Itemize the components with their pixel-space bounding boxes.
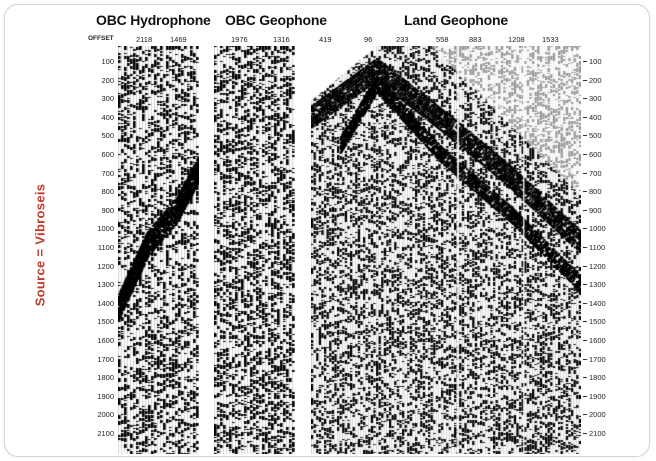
panel-title-obc-geophone: OBC Geophone [225, 12, 327, 28]
time-tick-label: 1400 [97, 298, 114, 308]
time-tick-mark [583, 79, 587, 81]
time-tick-mark [583, 377, 587, 379]
time-tick-label: 1500 [97, 317, 114, 327]
time-tick-mark [583, 358, 587, 360]
time-tick-label: 300 [589, 94, 602, 104]
time-tick-label: 1900 [97, 391, 114, 401]
offset-label: 96 [364, 35, 373, 44]
time-tick-label: 600 [101, 150, 114, 159]
time-tick-label: 1000 [589, 224, 606, 234]
time-tick-mark [583, 433, 587, 434]
time-tick-label: 1800 [589, 373, 606, 383]
time-tick-mark [583, 340, 587, 341]
time-tick-label: 800 [101, 187, 114, 197]
time-tick-label: 700 [589, 168, 602, 178]
time-tick-label: 200 [589, 75, 602, 85]
time-tick-label: 900 [101, 205, 114, 215]
time-tick-mark [583, 116, 587, 118]
time-tick-label: 600 [589, 150, 602, 159]
time-tick-label: 1300 [589, 280, 606, 290]
time-tick-mark [583, 228, 587, 230]
offset-label: 1316 [273, 35, 290, 44]
offset-label: 419 [319, 35, 332, 44]
time-tick-label: 1900 [589, 391, 606, 401]
time-tick-label: 800 [589, 187, 602, 197]
time-tick-label: 700 [101, 168, 114, 178]
time-tick-label: 900 [589, 205, 602, 215]
offset-axis-label: OFFSET [88, 35, 114, 42]
time-tick-label: 2100 [97, 429, 114, 438]
time-tick-mark [583, 61, 587, 62]
time-tick-mark [583, 191, 587, 193]
offset-label: 1208 [508, 35, 525, 44]
time-tick-label: 200 [101, 75, 114, 85]
time-tick-label: 100 [101, 57, 114, 66]
seismic-traces-obc-hydrophone [118, 46, 199, 454]
time-tick-mark [583, 135, 587, 137]
offset-label: 1533 [542, 35, 559, 44]
time-tick-label: 2000 [97, 410, 114, 420]
time-tick-label: 1300 [97, 280, 114, 290]
offset-label: 1976 [231, 35, 248, 44]
seismic-panel-obc-geophone [214, 46, 295, 454]
time-tick-label: 1700 [589, 354, 606, 364]
time-tick-label: 1500 [589, 317, 606, 327]
time-tick-label: 1600 [589, 336, 606, 345]
time-tick-label: 400 [101, 112, 114, 122]
time-tick-mark [583, 172, 587, 174]
source-label: Source = Vibroseis [32, 183, 48, 307]
time-tick-label: 1200 [97, 261, 114, 271]
seismic-panel-land-geophone [311, 46, 581, 454]
time-tick-mark [583, 284, 587, 286]
time-tick-label: 1600 [97, 336, 114, 345]
time-tick-label: 1100 [589, 243, 606, 252]
time-tick-mark [583, 247, 587, 248]
time-tick-label: 500 [589, 131, 602, 141]
time-tick-label: 500 [101, 131, 114, 141]
time-tick-label: 2000 [589, 410, 606, 420]
offset-label: 558 [436, 35, 449, 44]
time-tick-label: 1400 [589, 298, 606, 308]
time-tick-label: 300 [101, 94, 114, 104]
time-tick-mark [583, 321, 587, 323]
time-tick-label: 1000 [97, 224, 114, 234]
seismic-traces-obc-geophone [214, 46, 295, 454]
offset-label: 1469 [170, 35, 187, 44]
time-tick-mark [583, 98, 587, 100]
time-tick-mark [583, 395, 587, 397]
seismic-traces-land-geophone [311, 46, 581, 454]
offset-label: 2118 [136, 35, 153, 44]
time-tick-label: 1200 [589, 261, 606, 271]
time-tick-label: 1100 [97, 243, 114, 252]
offset-label: 883 [469, 35, 482, 44]
time-tick-mark [583, 209, 587, 211]
offset-label: 233 [396, 35, 409, 44]
time-tick-label: 1800 [97, 373, 114, 383]
time-tick-mark [583, 302, 587, 304]
seismic-panel-obc-hydrophone [118, 46, 199, 454]
panel-title-land-geophone: Land Geophone [404, 12, 508, 28]
time-tick-label: 1700 [97, 354, 114, 364]
time-tick-label: 2100 [589, 429, 606, 438]
panel-title-obc-hydrophone: OBC Hydrophone [96, 12, 211, 28]
time-tick-mark [583, 154, 587, 155]
time-tick-mark [583, 414, 587, 416]
time-tick-label: 100 [589, 57, 602, 66]
time-tick-mark [583, 265, 587, 267]
time-tick-label: 400 [589, 112, 602, 122]
